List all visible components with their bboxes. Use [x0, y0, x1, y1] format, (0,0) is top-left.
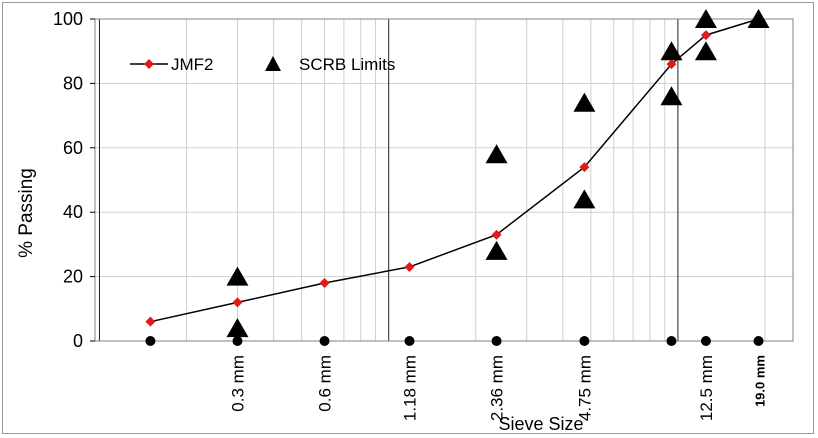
legend-scrb-marker [265, 56, 281, 71]
jmf2-point [319, 278, 330, 289]
sieve-dot [666, 336, 677, 346]
y-tick-label: 100 [53, 9, 83, 29]
scrb-limit-point [694, 9, 717, 28]
x-tick-label: 4.75 mm [575, 355, 594, 421]
x-tick-label: 2.36 mm [488, 355, 507, 421]
y-tick-label: 80 [63, 73, 83, 93]
plot-area-border [94, 18, 794, 342]
sieve-dot [700, 336, 711, 346]
scrb-limit-point [573, 189, 596, 209]
jmf2-point [579, 162, 590, 173]
jmf2-point [491, 229, 502, 240]
sieve-dot [145, 336, 156, 346]
sieve-size-markers [145, 336, 764, 346]
scrb-limit-point [694, 41, 717, 61]
sieve-dot [579, 336, 590, 346]
legend-jmf2-marker [144, 59, 154, 69]
sieve-dot [753, 336, 764, 346]
chart-frame [2, 2, 814, 434]
jmf2-point [232, 297, 243, 308]
x-tick-label: 12.5 mm [697, 355, 716, 421]
x-tick-label: 19.0 mm [753, 355, 768, 407]
sieve-dot [491, 336, 502, 346]
scrb-limit-point [226, 266, 249, 286]
scrb-limit-point [485, 144, 508, 164]
scrb-limit-point [485, 240, 508, 260]
legend-scrb-label: SCRB Limits [299, 55, 395, 74]
x-tick-label: 0.3 mm [228, 355, 247, 412]
legend: JMF2 SCRB Limits [130, 55, 395, 74]
scrb-limit-point [660, 86, 683, 106]
jmf2-point [404, 261, 415, 272]
scrb-limit-point [660, 41, 683, 61]
y-tick-label: 0 [73, 331, 83, 351]
x-axis-title: Sieve Size [498, 414, 583, 434]
y-axis-title: % Passing [16, 168, 37, 258]
scrb-limit-point [747, 9, 770, 28]
jmf2-point [145, 316, 156, 327]
x-tick-label: 1.18 mm [400, 355, 419, 421]
y-tick-label: 60 [63, 138, 83, 158]
sieve-dot [232, 336, 243, 346]
sieve-dot [404, 336, 415, 346]
x-tick-label: 0.6 mm [316, 355, 335, 412]
jmf2-point [700, 30, 711, 41]
scrb-limit-points [226, 9, 770, 338]
y-axis-ticks: 0 20 40 60 80 100 [53, 9, 95, 351]
scrb-limit-point [573, 92, 596, 112]
scrb-limit-point [226, 318, 249, 338]
y-tick-label: 40 [63, 202, 83, 222]
sieve-dot [319, 336, 330, 346]
major-gridlines [98, 19, 679, 341]
jmf2-point [666, 59, 677, 70]
x-axis-tick-labels: 0.3 mm 0.6 mm 1.18 mm 2.36 mm 4.75 mm 12.5 mm… [228, 355, 767, 421]
y-tick-label: 20 [63, 267, 83, 287]
legend-jmf2-label: JMF2 [171, 55, 214, 74]
